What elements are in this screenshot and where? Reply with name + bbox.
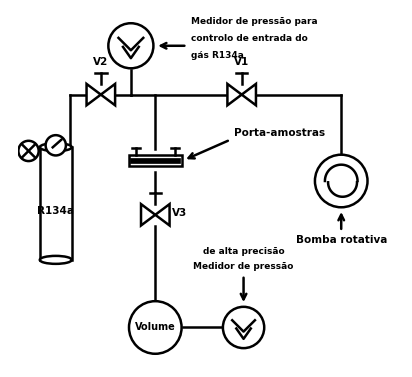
Text: Bomba rotativa: Bomba rotativa xyxy=(295,236,387,245)
Polygon shape xyxy=(227,84,242,105)
Text: Porta-amostras: Porta-amostras xyxy=(234,128,325,138)
Text: Medidor de pressão: Medidor de pressão xyxy=(193,262,294,271)
Polygon shape xyxy=(141,204,155,225)
Circle shape xyxy=(19,141,39,161)
Bar xyxy=(130,158,180,163)
Text: de alta precisão: de alta precisão xyxy=(203,247,284,256)
Ellipse shape xyxy=(40,256,72,264)
Circle shape xyxy=(315,155,368,207)
Circle shape xyxy=(108,23,153,68)
Ellipse shape xyxy=(40,143,72,151)
Text: V1: V1 xyxy=(234,57,249,67)
Circle shape xyxy=(129,301,182,354)
Polygon shape xyxy=(87,84,101,105)
Text: controlo de entrada do: controlo de entrada do xyxy=(191,34,308,43)
Polygon shape xyxy=(155,204,170,225)
Circle shape xyxy=(46,135,66,155)
Bar xyxy=(40,147,72,260)
Polygon shape xyxy=(242,84,256,105)
Text: V3: V3 xyxy=(172,208,188,218)
Polygon shape xyxy=(101,84,115,105)
Text: R134a: R134a xyxy=(37,206,74,216)
Bar xyxy=(129,155,182,166)
Text: V2: V2 xyxy=(93,57,108,67)
Text: gás R134a: gás R134a xyxy=(191,51,244,60)
Circle shape xyxy=(223,307,264,348)
Text: Medidor de pressão para: Medidor de pressão para xyxy=(191,17,318,26)
Text: Volume: Volume xyxy=(135,322,176,333)
